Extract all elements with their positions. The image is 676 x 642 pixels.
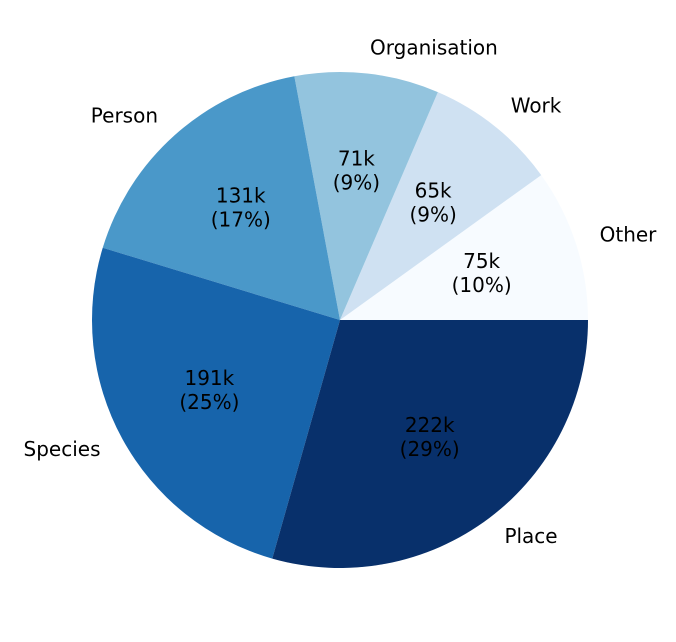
pie-slice <box>272 320 588 568</box>
value-label: (9%) <box>409 202 456 226</box>
slice-label: Work <box>511 94 562 118</box>
value-label: (17%) <box>211 208 271 232</box>
slice-label: Species <box>24 437 101 461</box>
pie-slice <box>294 71 438 320</box>
value-label: (10%) <box>452 273 512 297</box>
value-label: 131k <box>216 184 266 208</box>
slice-label: Organisation <box>370 35 498 59</box>
pie-slice <box>91 247 341 559</box>
value-label: (25%) <box>179 390 239 414</box>
value-label: 191k <box>184 366 234 390</box>
value-label: 71k <box>338 147 375 171</box>
value-label: 65k <box>415 178 452 202</box>
slice-label: Other <box>600 223 658 247</box>
value-label: 75k <box>463 249 500 273</box>
value-label: (29%) <box>400 437 460 461</box>
value-label: 222k <box>405 413 455 437</box>
slice-label: Person <box>91 103 158 127</box>
value-label: (9%) <box>333 171 380 195</box>
pie-slice <box>340 92 542 321</box>
pie-slice <box>340 175 588 320</box>
slice-label: Place <box>504 524 557 548</box>
pie-slice <box>102 76 341 321</box>
